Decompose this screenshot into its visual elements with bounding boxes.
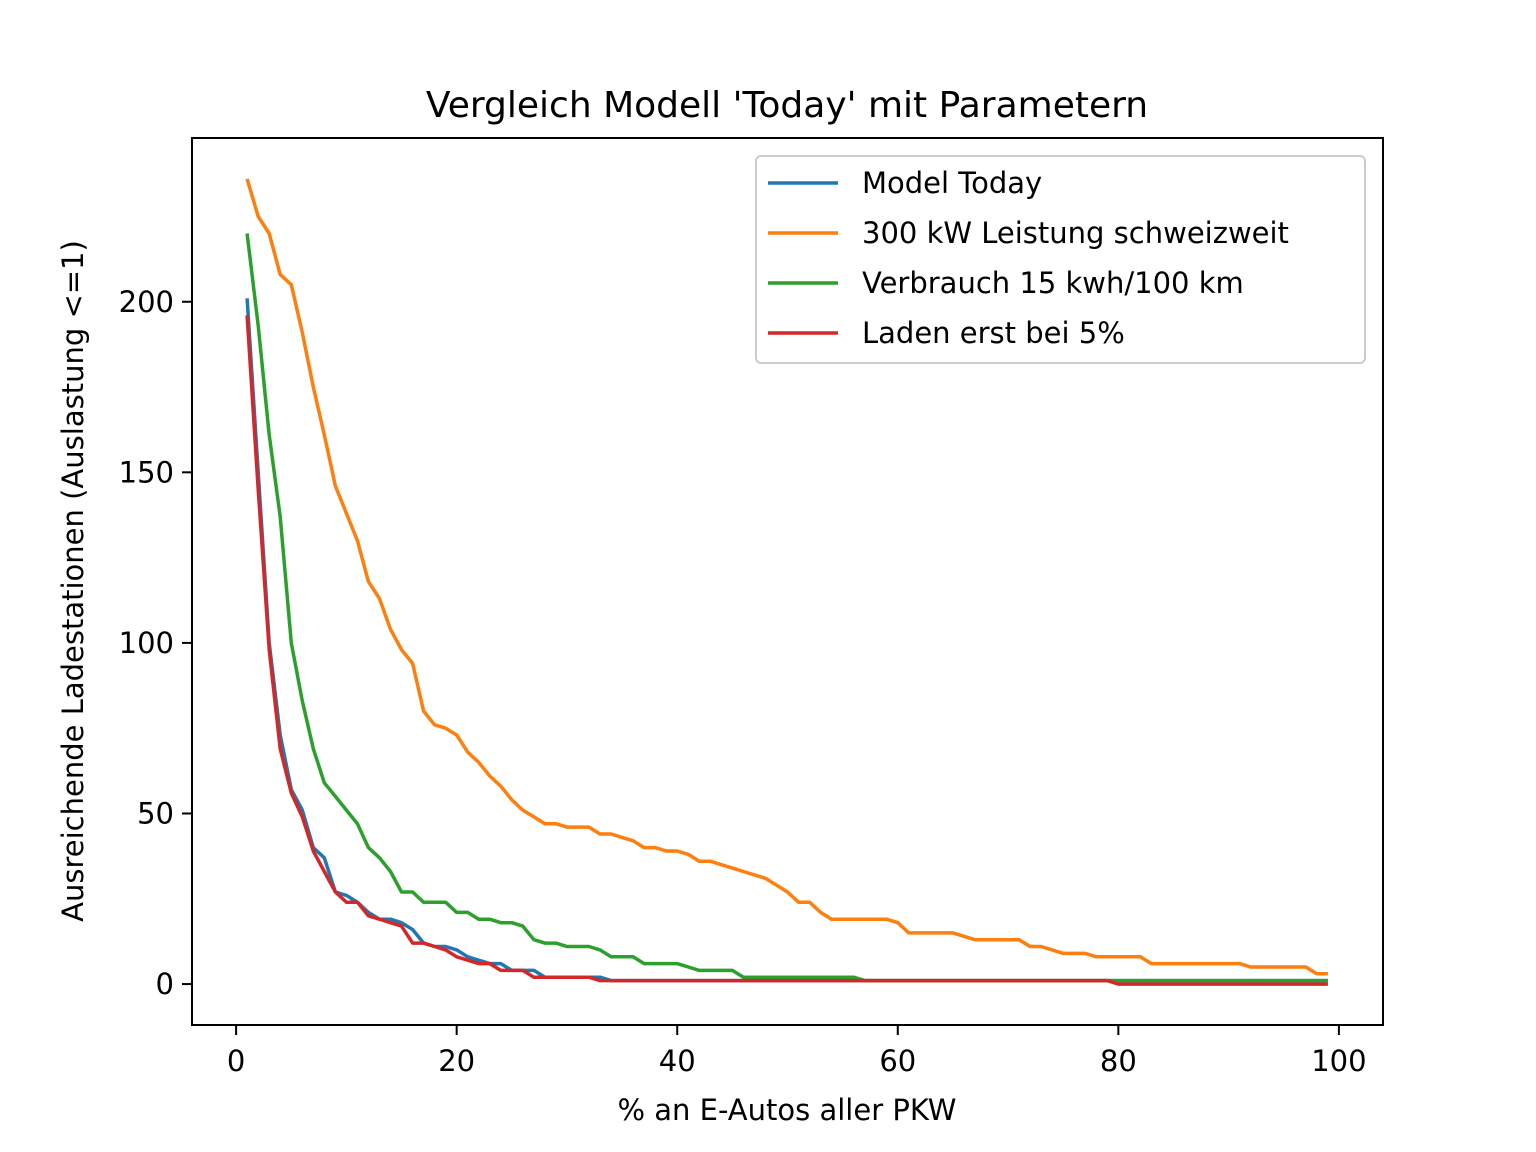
plot-frame bbox=[191, 137, 1384, 1026]
y-tick-label: 50 bbox=[137, 796, 174, 830]
x-tick-label: 80 bbox=[1100, 1044, 1137, 1078]
y-tick-label: 200 bbox=[119, 285, 174, 319]
x-tick-label: 40 bbox=[659, 1044, 696, 1078]
legend-label-4: Laden erst bei 5% bbox=[862, 316, 1125, 350]
chart-title: Vergleich Modell 'Today' mit Parametern bbox=[426, 85, 1148, 126]
x-tick-label: 100 bbox=[1311, 1044, 1366, 1078]
legend-label-2: 300 kW Leistung schweizweit bbox=[862, 216, 1289, 250]
legend-label-1: Model Today bbox=[862, 166, 1042, 200]
x-tick-label: 0 bbox=[227, 1044, 245, 1078]
y-tick-label: 150 bbox=[119, 455, 174, 489]
x-tick-label: 60 bbox=[879, 1044, 916, 1078]
legend-label-3: Verbrauch 15 kwh/100 km bbox=[862, 266, 1244, 300]
x-axis-label: % an E-Autos aller PKW bbox=[618, 1093, 957, 1127]
y-axis: 0 50 100 150 200 bbox=[119, 285, 192, 1001]
y-axis-label: Ausreichende Ladestationen (Auslastung <… bbox=[56, 240, 90, 922]
x-tick-label: 20 bbox=[438, 1044, 475, 1078]
y-tick-label: 0 bbox=[156, 967, 174, 1001]
x-axis: 0 20 40 60 80 100 bbox=[227, 1025, 1367, 1078]
series-layer bbox=[245, 178, 1328, 986]
series-line-3 bbox=[245, 233, 1328, 983]
series-line-2 bbox=[245, 178, 1328, 976]
series-line-4 bbox=[245, 315, 1328, 986]
legend-box bbox=[755, 155, 1366, 364]
y-tick-label: 100 bbox=[119, 626, 174, 660]
legend: Model Today 300 kW Leistung schweizweit Ve… bbox=[755, 155, 1366, 364]
